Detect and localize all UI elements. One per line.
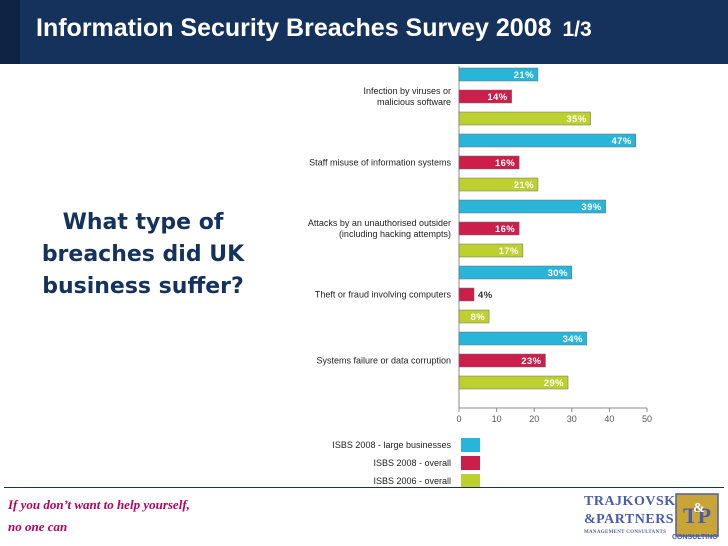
bar-3-series-1 — [458, 199, 606, 214]
category-label-4: Theft or fraud involving computers — [315, 290, 452, 300]
bar-5-series-1 — [458, 331, 588, 346]
bar-5-series-3 — [458, 375, 569, 390]
bar-2-series-2 — [458, 155, 520, 170]
x-tick-label-5: 40 — [604, 414, 614, 424]
x-tick-label-1: 0 — [456, 414, 461, 424]
data-label-2-series-1: 47% — [612, 136, 632, 147]
tp-logo-icon: TP & — [675, 493, 719, 537]
legend-swatch-1 — [461, 438, 480, 452]
bar-4-series-1 — [458, 265, 573, 280]
bar-2-series-1 — [458, 133, 636, 148]
data-label-5-series-3: 29% — [544, 378, 564, 389]
bar-4-series-3 — [458, 309, 490, 324]
x-tick-label-6: 50 — [642, 414, 652, 424]
legend-swatch-2 — [461, 456, 480, 470]
data-label-5-series-1: 34% — [563, 334, 583, 345]
logo-tagline: MANAGEMENT CONSULTANTS — [584, 530, 667, 535]
data-label-1-series-1: 21% — [514, 70, 534, 81]
bar-3-series-3 — [458, 243, 524, 258]
data-label-1-series-2: 14% — [487, 92, 507, 103]
bar-1-series-2 — [458, 89, 512, 104]
bar-2-series-3 — [458, 177, 539, 192]
page-number: 1/3 — [562, 18, 592, 41]
breaches-bar-chart: 21% 14% 35% Infection by viruses ormaliciou… — [308, 66, 652, 488]
data-label-4-series-2: 4% — [478, 290, 493, 301]
company-logo: TRAJKOVSKI &PARTNERS MANAGEMENT CONSULTA… — [584, 490, 724, 546]
bar-5-series-2 — [458, 353, 546, 368]
legend-swatch-3 — [461, 474, 480, 488]
question-heading: What type of breaches did UK business su… — [41, 210, 245, 299]
logo-consulting-label: CONSULTING — [672, 534, 718, 541]
category-label-5: Systems failure or data corruption — [316, 356, 451, 366]
x-tick-label-2: 10 — [492, 414, 502, 424]
category-label-3-line-1: Attacks by an unauthorised outsider — [308, 218, 451, 228]
bar-1-series-1 — [458, 67, 539, 82]
data-label-1-series-3: 35% — [566, 114, 586, 125]
title-bar: Information Security Breaches Survey 200… — [0, 0, 728, 64]
legend-label-1: ISBS 2008 - large businesses — [332, 440, 451, 450]
logo-name-line1: TRAJKOVSKI — [584, 494, 682, 509]
x-tick-label-3: 20 — [529, 414, 539, 424]
bar-1-series-3 — [458, 111, 591, 126]
page-title-text: Information Security Breaches Survey 200… — [36, 14, 552, 42]
data-label-3-series-3: 17% — [499, 246, 519, 257]
data-label-4-series-3: 8% — [471, 312, 486, 323]
category-label-3-line-2: (including hacking attempts) — [339, 229, 451, 239]
logo-name-line2: &PARTNERS — [584, 512, 675, 527]
footer-motto: If you don’t want to help yourself, no o… — [8, 494, 190, 538]
data-label-3-series-1: 39% — [581, 202, 601, 213]
logo-mark-amp: & — [693, 501, 705, 516]
category-label-1-line-1: Infection by viruses or — [363, 86, 451, 96]
legend-label-3: ISBS 2006 - overall — [373, 476, 451, 486]
footer-divider — [4, 487, 724, 488]
x-tick-label-4: 30 — [567, 414, 577, 424]
bar-4-series-2 — [458, 287, 475, 302]
data-label-2-series-3: 21% — [514, 180, 534, 191]
data-label-4-series-1: 30% — [548, 268, 568, 279]
data-label-5-series-2: 23% — [521, 356, 541, 367]
legend-label-2: ISBS 2008 - overall — [373, 458, 451, 468]
data-label-3-series-2: 16% — [495, 224, 515, 235]
category-label-1-line-2: malicious software — [377, 97, 451, 107]
motto-line-2: no one can — [8, 519, 68, 534]
bar-3-series-2 — [458, 221, 520, 236]
page-title: Information Security Breaches Survey 200… — [36, 14, 592, 43]
data-label-2-series-2: 16% — [495, 158, 515, 169]
title-accent — [0, 0, 20, 64]
motto-line-1: If you don’t want to help yourself, — [8, 497, 190, 512]
logo-mark-letters: TP — [683, 503, 711, 528]
category-label-2: Staff misuse of information systems — [309, 158, 451, 168]
